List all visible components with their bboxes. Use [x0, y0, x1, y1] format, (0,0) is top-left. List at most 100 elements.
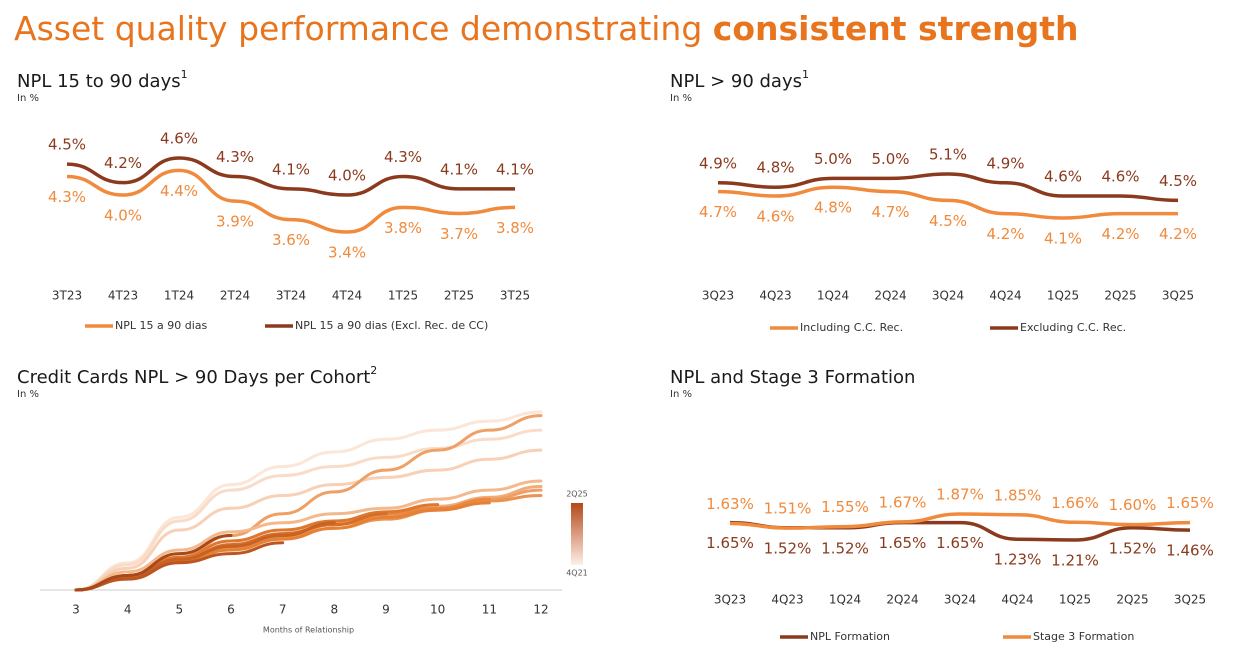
chart-subtitle: In %	[17, 93, 39, 104]
line	[717, 172, 1179, 203]
x-tick-label: 12	[533, 603, 548, 617]
x-tick-label: 11	[482, 603, 497, 617]
line	[66, 156, 515, 197]
data-label: 3.4%	[328, 244, 366, 262]
data-label: 1.52%	[821, 539, 869, 557]
chart-title-text: NPL > 90 days	[670, 71, 802, 92]
x-tick-label: 3T25	[500, 289, 530, 303]
footnote-mark: 1	[802, 68, 809, 81]
data-label: 4.7%	[871, 203, 909, 221]
data-label: 4.8%	[756, 159, 794, 177]
data-label: 1.55%	[821, 498, 869, 516]
data-label: 1.65%	[1166, 494, 1214, 512]
x-tick-label: 3T23	[52, 289, 82, 303]
data-label: 1.21%	[1051, 552, 1099, 570]
x-tick-label: 3Q23	[714, 593, 746, 607]
x-tick-label: 3Q23	[702, 289, 734, 303]
x-tick-label: 5	[176, 603, 184, 617]
x-tick-label: 2Q24	[886, 593, 918, 607]
cohort-line	[74, 479, 543, 592]
x-tick-label: 2T24	[220, 289, 250, 303]
data-label: 4.1%	[440, 160, 478, 178]
data-label: 3.9%	[216, 213, 254, 231]
data-label: 4.5%	[1159, 172, 1197, 190]
data-label: 5.0%	[871, 150, 909, 168]
x-tick-label: 2T25	[444, 289, 474, 303]
data-label: 4.2%	[1159, 225, 1197, 243]
data-label: 5.0%	[814, 150, 852, 168]
x-tick-label: 3Q25	[1162, 289, 1194, 303]
chart-title-text: NPL 15 to 90 days	[17, 71, 181, 92]
cohort-line	[74, 448, 543, 592]
chart-title: Credit Cards NPL > 90 Days per Cohort2	[17, 364, 377, 388]
x-tick-label: 3Q24	[932, 289, 964, 303]
data-label: 4.0%	[104, 207, 142, 225]
data-label: 4.6%	[1101, 168, 1139, 186]
x-tick-label: 8	[331, 603, 339, 617]
data-label: 4.1%	[1044, 230, 1082, 248]
x-tick-label: 2Q25	[1104, 289, 1136, 303]
data-label: 1.23%	[994, 551, 1042, 569]
x-tick-label: 3	[72, 603, 80, 617]
x-tick-label: 3T24	[276, 289, 306, 303]
cohort-line	[74, 521, 336, 592]
x-tick-label: 10	[430, 603, 445, 617]
legend-label: Including C.C. Rec.	[800, 321, 903, 334]
data-label: 1.63%	[706, 495, 754, 513]
colorbar-bottom-label: 4Q21	[566, 569, 588, 578]
data-label: 4.0%	[328, 167, 366, 185]
data-label: 4.5%	[48, 136, 86, 154]
data-label: 1.46%	[1166, 542, 1214, 560]
x-tick-label: 3Q25	[1174, 593, 1206, 607]
line	[717, 185, 1178, 220]
chart-subtitle: In %	[17, 389, 39, 400]
x-tick-label: 4T24	[332, 289, 362, 303]
chart-subtitle: In %	[670, 389, 692, 400]
data-label: 4.2%	[104, 154, 142, 172]
x-tick-label: 1T24	[164, 289, 194, 303]
data-label: 1.52%	[764, 539, 812, 557]
cohort-line	[74, 534, 233, 592]
data-label: 1.65%	[936, 534, 984, 552]
data-label: 4.2%	[986, 225, 1024, 243]
data-label: 3.7%	[440, 225, 478, 243]
footnote-mark: 2	[370, 364, 377, 377]
colorbar	[571, 503, 583, 565]
data-label: 4.6%	[160, 130, 198, 148]
chart-title-text: Credit Cards NPL > 90 Days per Cohort	[17, 367, 370, 388]
data-label: 4.1%	[272, 160, 310, 178]
footnote-mark: 1	[181, 68, 188, 81]
data-label: 3.8%	[384, 219, 422, 237]
data-label: 4.3%	[216, 148, 254, 166]
x-tick-label: 4Q23	[759, 289, 791, 303]
x-tick-label: 1Q25	[1059, 593, 1091, 607]
data-label: 4.6%	[1044, 168, 1082, 186]
line	[66, 168, 516, 234]
data-label: 4.4%	[160, 182, 198, 200]
colorbar-top-label: 2Q25	[566, 490, 588, 499]
chart-title: NPL and Stage 3 Formation	[670, 367, 915, 388]
x-tick-label: 6	[227, 603, 235, 617]
data-label: 1.85%	[994, 486, 1042, 504]
legend-label: Excluding C.C. Rec.	[1020, 321, 1126, 334]
data-label: 4.8%	[814, 199, 852, 217]
legend-label: NPL 15 a 90 dias (Excl. Rec. de CC)	[295, 319, 488, 332]
x-tick-label: 7	[279, 603, 287, 617]
data-label: 3.6%	[272, 231, 310, 249]
slide-title: Asset quality performance demonstrating …	[14, 9, 1079, 48]
legend-label: NPL 15 a 90 dias	[115, 319, 207, 332]
data-label: 1.52%	[1109, 539, 1157, 557]
data-label: 4.3%	[48, 188, 86, 206]
x-tick-label: 2Q25	[1116, 593, 1148, 607]
data-label: 1.65%	[879, 534, 927, 552]
x-tick-label: 1Q24	[817, 289, 849, 303]
x-tick-label: 4	[124, 603, 132, 617]
x-tick-label: 9	[382, 603, 390, 617]
legend-label: Stage 3 Formation	[1033, 630, 1134, 643]
x-tick-label: 1Q25	[1047, 289, 1079, 303]
x-tick-label: 4Q24	[989, 289, 1021, 303]
x-tick-label: 4T23	[108, 289, 138, 303]
cohort-line	[74, 541, 285, 592]
data-label: 4.2%	[1101, 225, 1139, 243]
